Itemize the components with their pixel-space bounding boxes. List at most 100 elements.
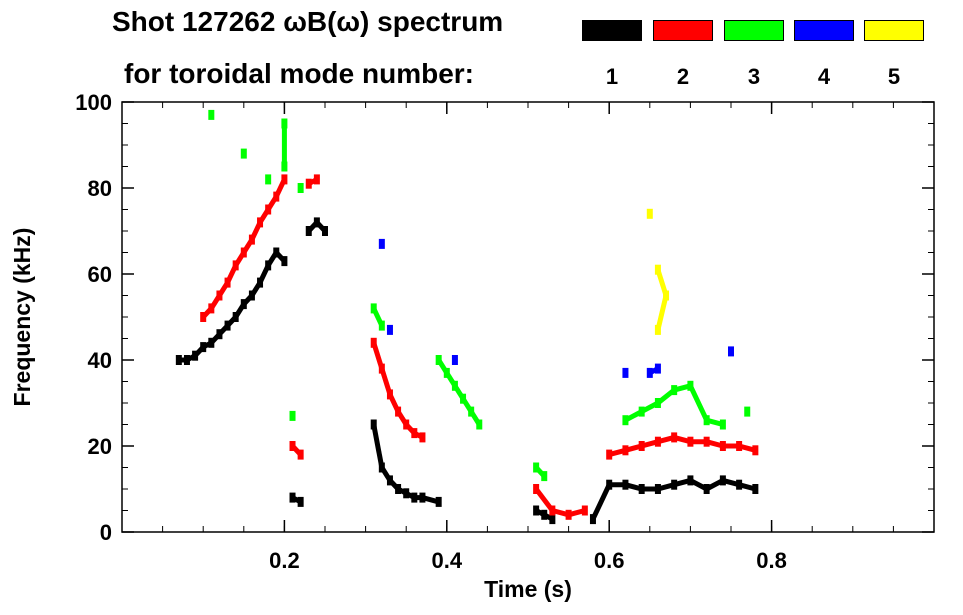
y-tick-label: 60	[88, 262, 112, 287]
data-streak-mode-5	[655, 294, 669, 331]
data-streak-mode-2	[379, 367, 393, 396]
data-streak-mode-3	[706, 417, 724, 427]
data-streak-mode-3	[452, 384, 466, 401]
series-mode-2	[200, 174, 759, 520]
legend-label-mode-2: 2	[676, 64, 690, 89]
legend-label-mode-5: 5	[887, 64, 901, 89]
data-streak-mode-2	[217, 281, 230, 297]
data-point-mode-3	[208, 109, 215, 120]
data-streak-mode-3	[656, 388, 676, 405]
data-streak-mode-2	[657, 434, 675, 445]
x-tick-label: 0.2	[269, 548, 300, 573]
data-streak-mode-2	[738, 443, 756, 453]
data-streak-mode-1	[249, 281, 263, 297]
y-tick-label: 100	[75, 90, 112, 115]
legend-swatch-mode-1	[582, 20, 642, 41]
data-point-mode-3	[289, 410, 296, 421]
data-streak-mode-3	[436, 358, 449, 375]
data-streak-mode-2	[274, 178, 287, 198]
legend-swatch-mode-3	[724, 20, 784, 41]
data-streak-mode-2	[233, 251, 246, 267]
data-streak-mode-2	[257, 208, 271, 224]
series-mode-4	[378, 238, 734, 378]
series-mode-1	[175, 217, 759, 525]
data-streak-mode-1	[185, 353, 197, 363]
legend-label-mode-4: 4	[817, 64, 831, 89]
data-streak-mode-2	[641, 439, 659, 449]
data-streak-mode-1	[534, 508, 546, 518]
data-point-mode-3	[240, 148, 247, 159]
data-point-mode-4	[378, 238, 385, 249]
data-streak-mode-1	[257, 264, 271, 284]
data-streak-mode-4	[648, 366, 660, 376]
data-streak-mode-2	[307, 177, 319, 186]
legend-swatch-mode-4	[794, 20, 854, 41]
data-streak-mode-1	[624, 482, 643, 492]
legend-label-mode-1: 1	[605, 64, 619, 89]
legend-swatch-mode-2	[653, 20, 713, 41]
data-streak-mode-2	[608, 447, 627, 458]
y-tick-label: 80	[88, 176, 112, 201]
data-point-mode-4	[622, 367, 629, 378]
data-streak-mode-1	[738, 482, 756, 492]
data-streak-mode-1	[225, 315, 238, 328]
data-streak-mode-2	[567, 508, 586, 518]
data-streak-mode-3	[469, 410, 482, 426]
data-streak-mode-1	[405, 491, 416, 500]
data-streak-mode-2	[266, 195, 279, 211]
data-streak-mode-3	[673, 383, 692, 393]
data-streak-mode-2	[404, 422, 417, 435]
data-streak-mode-1	[722, 477, 740, 488]
data-streak-mode-1	[217, 323, 230, 336]
data-streak-mode-3	[640, 400, 660, 414]
data-streak-mode-3	[534, 465, 547, 478]
data-streak-mode-2	[225, 264, 238, 284]
data-point-mode-4	[386, 324, 393, 335]
data-streak-mode-1	[590, 483, 612, 521]
data-streak-mode-2	[395, 410, 409, 426]
data-streak-mode-2	[209, 294, 222, 310]
plot-frame	[121, 101, 935, 533]
data-streak-mode-1	[657, 482, 675, 492]
data-streak-mode-1	[543, 512, 554, 522]
y-tick-label: 20	[88, 434, 112, 459]
data-streak-mode-2	[201, 306, 214, 319]
data-streak-mode-1	[396, 486, 408, 496]
y-tick-label: 0	[100, 520, 112, 545]
data-streak-mode-2	[249, 221, 263, 241]
data-streak-mode-2	[551, 508, 570, 518]
data-streak-mode-1	[371, 424, 385, 468]
data-streak-mode-5	[655, 268, 669, 297]
series-mode-5	[646, 208, 670, 335]
data-streak-mode-3	[371, 307, 385, 327]
data-streak-mode-2	[706, 439, 724, 449]
x-axis-label: Time (s)	[484, 576, 572, 602]
data-streak-mode-3	[624, 409, 643, 423]
data-streak-mode-1	[379, 466, 393, 482]
data-streak-mode-2	[241, 238, 255, 254]
data-point-mode-2	[581, 505, 588, 516]
chart-title-line1: Shot 127262 ωB(ω) spectrum	[112, 6, 504, 37]
data-streak-mode-3	[460, 397, 474, 413]
data-streak-mode-2	[290, 444, 303, 457]
legend-label-mode-3: 3	[747, 64, 761, 89]
data-streak-mode-1	[673, 477, 692, 488]
x-tick-label: 0.8	[756, 548, 787, 573]
data-streak-mode-1	[241, 293, 254, 306]
series-mode-3	[208, 109, 751, 482]
data-streak-mode-3	[444, 371, 458, 388]
data-point-mode-3	[297, 183, 304, 193]
data-streak-mode-2	[624, 443, 643, 453]
data-streak-mode-2	[534, 487, 555, 513]
data-point-mode-5	[646, 208, 653, 219]
chart-title-line2: for toroidal mode number:	[124, 58, 474, 89]
data-streak-mode-1	[233, 302, 246, 319]
data-point-mode-3	[265, 174, 272, 185]
data-streak-mode-1	[209, 332, 222, 345]
data-point-mode-4	[728, 346, 734, 357]
data-streak-mode-1	[689, 478, 708, 492]
data-streak-mode-1	[315, 220, 327, 233]
data-point-mode-4	[451, 355, 458, 365]
y-axis-label: Frequency (kHz)	[9, 228, 35, 407]
